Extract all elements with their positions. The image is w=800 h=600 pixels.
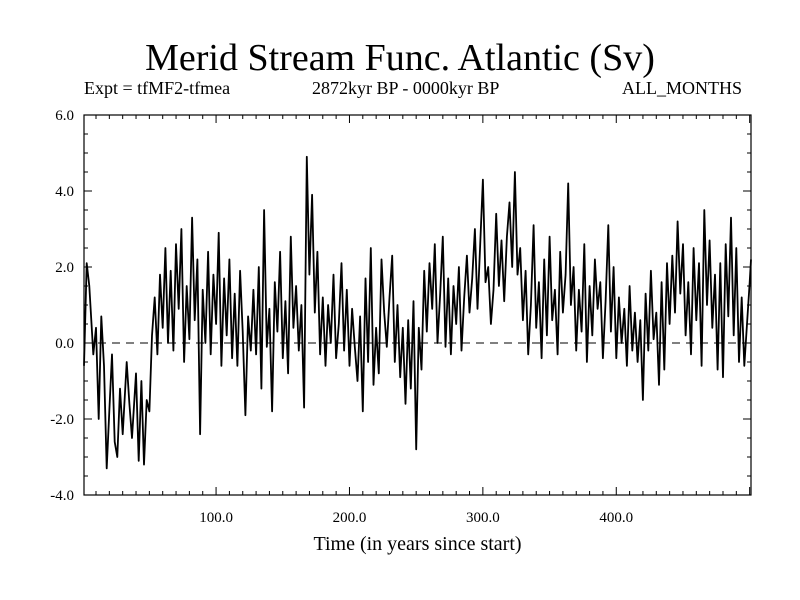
y-tick-label: 2.0	[55, 260, 74, 276]
x-tick-label: 100.0	[199, 510, 233, 526]
y-tick-label: -2.0	[50, 412, 74, 428]
y-tick-label: -4.0	[50, 488, 74, 504]
x-tick-label: 400.0	[599, 510, 633, 526]
y-tick-label: 4.0	[55, 184, 74, 200]
axis-tick-labels: -4.0 -2.0 0.0 2.0 4.0 6.0 100.0 200.0 300.0 400.0	[50, 108, 633, 526]
experiment-label: Expt = tfMF2-tfmea	[84, 78, 231, 98]
y-tick-label: 0.0	[55, 336, 74, 352]
y-tick-label: 6.0	[55, 108, 74, 124]
x-tick-label: 200.0	[333, 510, 367, 526]
chart-title: Merid Stream Func. Atlantic (Sv)	[145, 37, 655, 79]
months-label: ALL_MONTHS	[622, 78, 742, 98]
x-tick-label: 300.0	[466, 510, 500, 526]
plot-frame	[83, 114, 752, 496]
series-line-merid-stream-func	[83, 155, 752, 470]
axis-ticks	[84, 114, 751, 496]
x-axis-label: Time (in years since start)	[313, 533, 521, 555]
time-range-label: 2872kyr BP - 0000kyr BP	[312, 78, 500, 98]
